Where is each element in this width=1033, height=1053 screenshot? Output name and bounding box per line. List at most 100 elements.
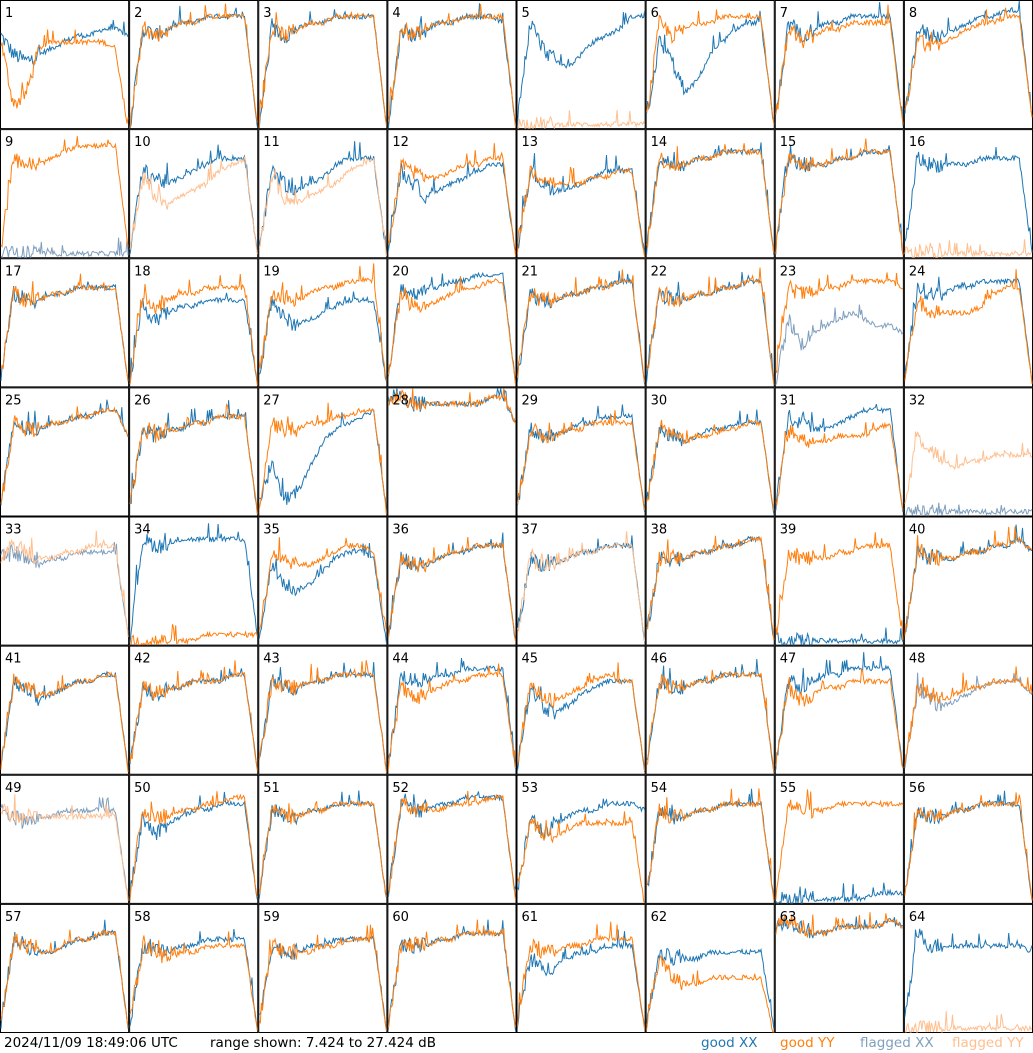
- panel-label-24: 24: [909, 264, 926, 279]
- yy-line-58: [129, 931, 258, 1030]
- legend-flagged-yy: flagged YY: [952, 1033, 1024, 1053]
- panel-frame-53: [516, 774, 646, 904]
- panel-13: 13: [516, 129, 646, 259]
- panel-36: 36: [387, 516, 517, 646]
- panel-53: 53: [516, 774, 646, 904]
- panel-label-21: 21: [522, 264, 539, 279]
- yy-line-47: [775, 667, 904, 769]
- panel-18: 18: [129, 258, 259, 388]
- panel-frame-16: [903, 129, 1033, 259]
- panel-label-7: 7: [780, 6, 788, 21]
- panel-frame-51: [258, 774, 388, 904]
- panel-label-51: 51: [263, 781, 280, 796]
- panel-label-50: 50: [134, 781, 151, 796]
- panel-4: 4: [387, 0, 517, 130]
- xx-line-9: [0, 237, 129, 259]
- panel-label-61: 61: [522, 910, 539, 925]
- panel-label-10: 10: [134, 135, 151, 150]
- panel-label-62: 62: [651, 910, 668, 925]
- range-shown: range shown: 7.424 to 27.424 dB: [210, 1035, 436, 1051]
- panel-40: 40: [903, 516, 1033, 646]
- panel-label-40: 40: [909, 523, 926, 538]
- yy-line-63: [775, 912, 903, 938]
- panel-frame-6: [645, 0, 775, 130]
- yy-line-38: [646, 535, 775, 641]
- yy-line-10: [129, 155, 258, 255]
- yy-line-25: [0, 406, 129, 504]
- yy-line-48: [904, 666, 1033, 766]
- panel-label-54: 54: [651, 781, 668, 796]
- yy-line-39: [775, 532, 904, 641]
- panel-frame-57: [0, 903, 130, 1033]
- yy-line-19: [258, 263, 387, 381]
- panel-frame-58: [129, 903, 259, 1033]
- xx-line-20: [387, 271, 516, 382]
- panel-9: 9: [0, 129, 130, 259]
- panel-frame-15: [774, 129, 904, 259]
- panel-label-29: 29: [522, 393, 539, 408]
- panel-frame-24: [903, 258, 1033, 388]
- panel-label-49: 49: [5, 781, 22, 796]
- panel-52: 52: [387, 774, 517, 904]
- panel-label-45: 45: [522, 652, 539, 667]
- yy-line-55: [775, 789, 904, 900]
- panel-label-14: 14: [651, 135, 668, 150]
- panel-label-22: 22: [651, 264, 668, 279]
- xx-line-53: [517, 798, 646, 891]
- panel-28: 28: [387, 387, 517, 517]
- yy-line-50: [129, 791, 258, 901]
- panel-label-9: 9: [5, 135, 13, 150]
- panel-12: 12: [387, 129, 517, 259]
- panel-label-57: 57: [5, 910, 22, 925]
- panel-frame-2: [129, 0, 259, 130]
- xx-line-62: [646, 947, 775, 1029]
- yy-line-6: [646, 9, 775, 125]
- yy-line-21: [517, 269, 646, 383]
- panel-label-6: 6: [651, 6, 659, 21]
- xx-line-17: [0, 281, 129, 382]
- yy-line-22: [646, 267, 775, 385]
- yy-line-56: [904, 792, 1033, 901]
- yy-line-45: [517, 662, 646, 772]
- panel-label-15: 15: [780, 135, 797, 150]
- panel-3: 3: [258, 0, 388, 130]
- yy-line-41: [0, 671, 129, 772]
- yy-line-15: [775, 138, 904, 256]
- yy-line-13: [517, 165, 646, 258]
- yy-line-36: [387, 537, 516, 643]
- panel-7: 7: [774, 0, 904, 130]
- xx-line-5: [517, 11, 646, 126]
- panel-frame-40: [903, 516, 1033, 646]
- panel-label-8: 8: [909, 6, 917, 21]
- panel-49: 49: [0, 774, 130, 904]
- yy-line-27: [258, 402, 387, 515]
- xx-line-39: [775, 626, 904, 646]
- panel-2: 2: [129, 0, 259, 130]
- panel-label-31: 31: [780, 393, 797, 408]
- xx-line-49: [0, 796, 129, 901]
- yy-line-5: [517, 109, 646, 130]
- panel-label-33: 33: [5, 523, 22, 538]
- legend-good-xx-word: good: [701, 1035, 735, 1051]
- legend-good-yy-pol: YY: [817, 1035, 835, 1051]
- panel-frame-42: [129, 645, 259, 775]
- panel-frame-22: [645, 258, 775, 388]
- panel-60: 60: [387, 903, 517, 1033]
- legend-good-xx: good XX: [701, 1033, 757, 1053]
- panel-label-59: 59: [263, 910, 280, 925]
- panel-label-48: 48: [909, 652, 926, 667]
- panel-frame-35: [258, 516, 388, 646]
- panel-label-56: 56: [909, 781, 926, 796]
- panel-20: 20: [387, 258, 517, 388]
- panel-frame-59: [258, 903, 388, 1033]
- xx-line-58: [129, 929, 258, 1029]
- panel-label-53: 53: [522, 781, 539, 796]
- panel-63: 63: [774, 903, 904, 1033]
- yy-line-42: [129, 660, 258, 771]
- panel-46: 46: [645, 645, 775, 775]
- yy-line-61: [517, 921, 646, 1029]
- yy-line-17: [0, 273, 129, 381]
- xx-line-34: [129, 523, 258, 643]
- yy-line-20: [387, 276, 516, 386]
- panel-24: 24: [903, 258, 1033, 388]
